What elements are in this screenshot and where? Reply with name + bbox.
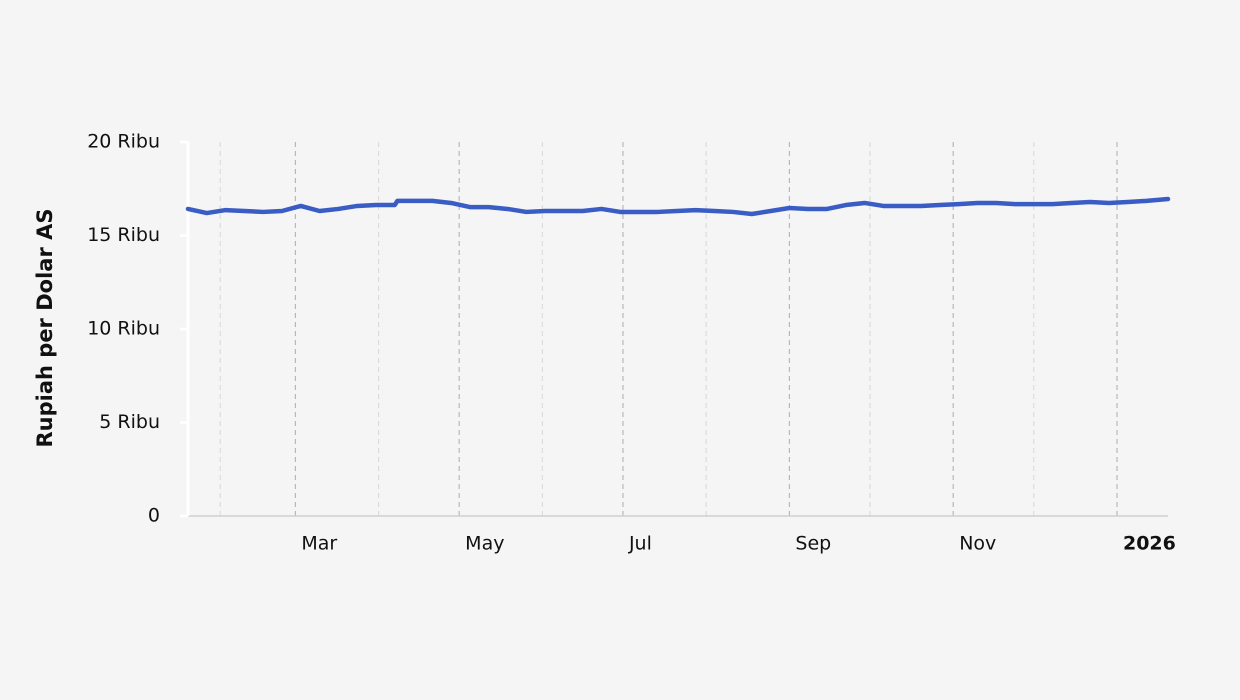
line-series <box>185 196 1171 217</box>
y-tick-label: 15 Ribu <box>87 224 160 246</box>
x-tick-label: Nov <box>959 533 996 555</box>
y-tick-label: 10 Ribu <box>87 318 160 340</box>
x-tick-label: 2026 <box>1123 533 1176 555</box>
x-tick-label: Sep <box>795 533 831 555</box>
y-tick-label: 20 Ribu <box>87 131 160 153</box>
x-tick-label: Jul <box>628 533 652 555</box>
x-tick-label: May <box>465 533 504 555</box>
y-tick-label: 0 <box>148 505 160 527</box>
y-tick-label: 5 Ribu <box>99 411 160 433</box>
y-axis-title: Rupiah per Dolar AS <box>33 209 57 448</box>
x-tick-label: Mar <box>301 533 337 555</box>
